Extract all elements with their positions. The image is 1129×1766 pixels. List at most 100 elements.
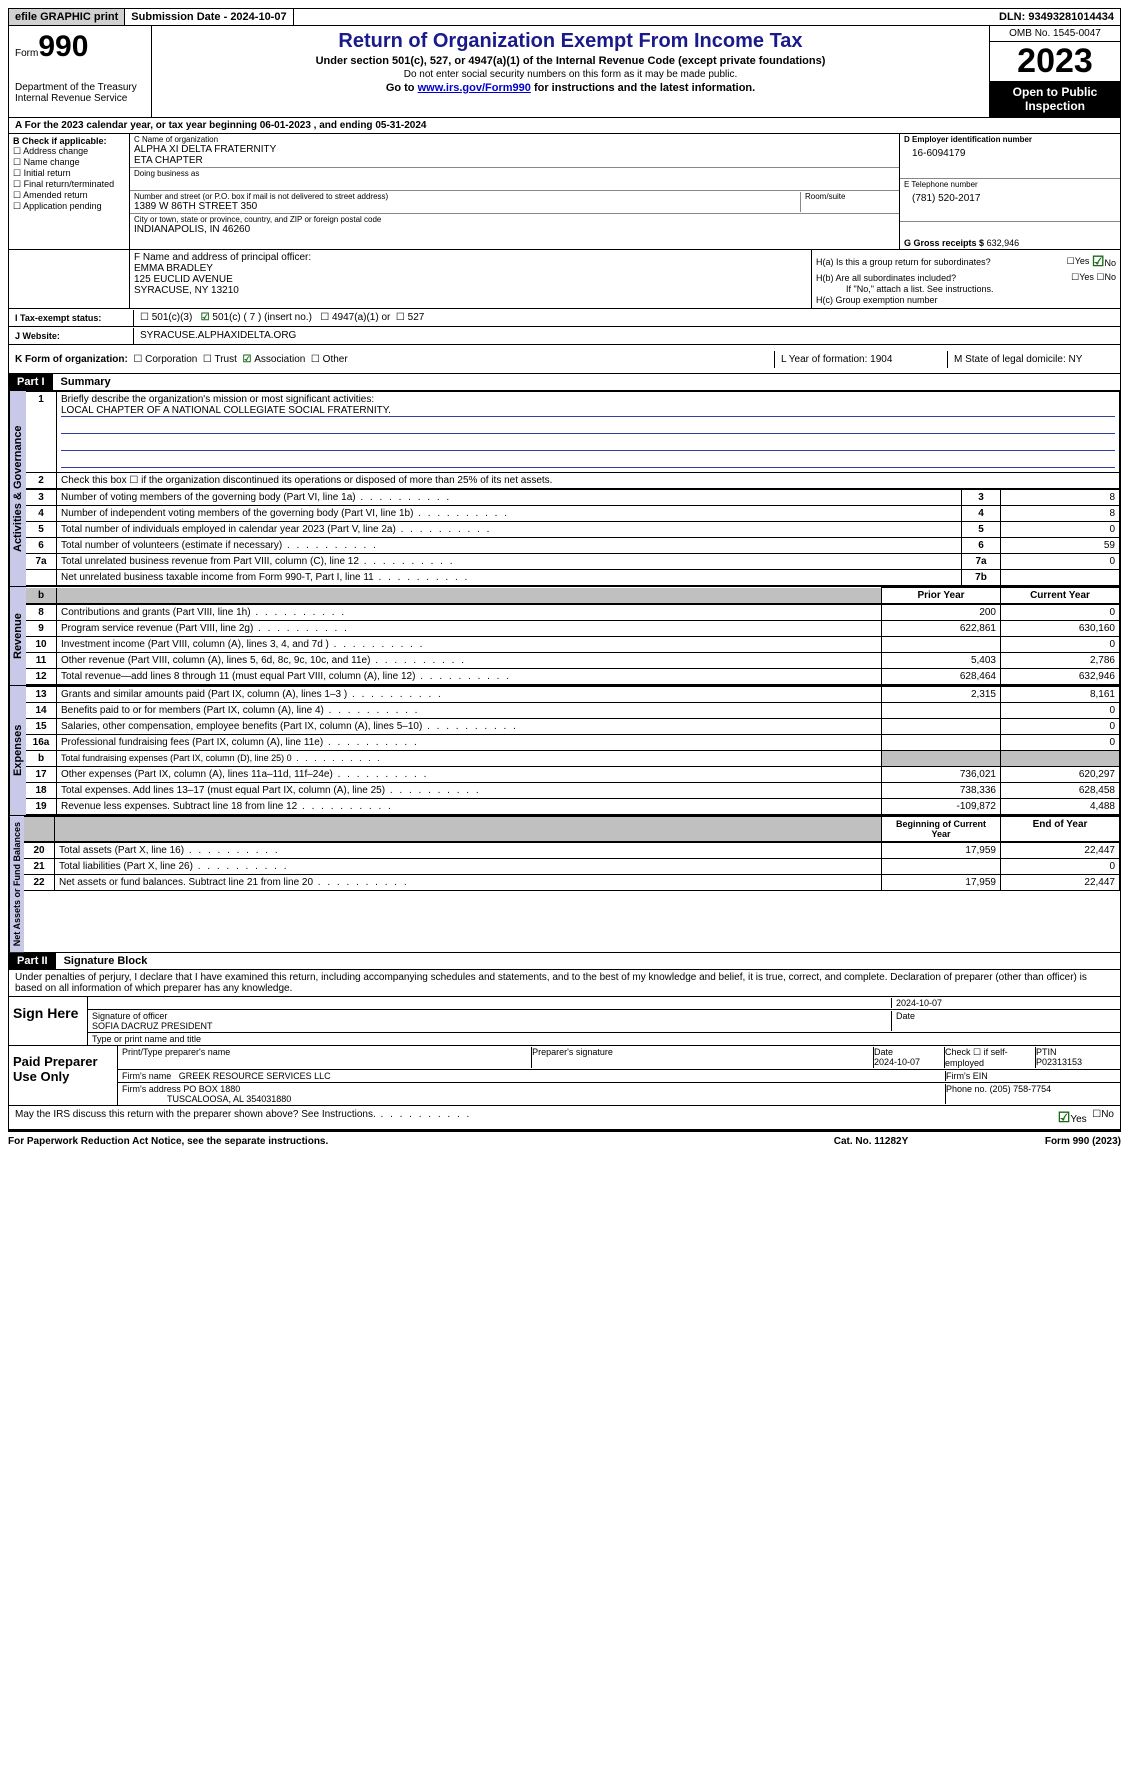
prep-date-value: 2024-10-07 [874,1057,920,1067]
form-prefix: Form [15,48,38,59]
section-b-label: B Check if applicable: [13,136,125,146]
chk-other[interactable]: Other [311,354,348,365]
section-c: C Name of organization ALPHA XI DELTA FR… [130,134,900,249]
officer-addr2: SYRACUSE, NY 13210 [134,285,807,296]
line2-discontinued: Check this box ☐ if the organization dis… [57,473,1120,489]
prep-name-label: Print/Type preparer's name [122,1047,532,1068]
gross-value: 632,946 [987,238,1020,248]
chk-trust[interactable]: Trust [203,354,237,365]
phone-label: E Telephone number [904,180,1116,189]
ein-value: 16-6094179 [904,144,1116,163]
ha-yes[interactable]: ☐Yes [1067,256,1090,267]
sign-date: 2024-10-07 [891,998,1116,1008]
chk-address-change[interactable]: Address change [13,146,125,157]
chk-final-return[interactable]: Final return/terminated [13,179,125,190]
section-a-tax-year: A For the 2023 calendar year, or tax yea… [8,118,1121,134]
hc-label: H(c) Group exemption number [816,295,938,305]
vtab-net: Net Assets or Fund Balances [9,816,24,952]
ha-label: H(a) Is this a group return for subordin… [816,257,1067,267]
efile-print-button[interactable]: efile GRAPHIC print [9,9,125,25]
department: Department of the Treasury Internal Reve… [15,82,145,104]
discuss-yes[interactable]: ☑Yes [1058,1109,1087,1126]
website-value: SYRACUSE.ALPHAXIDELTA.ORG [134,327,302,344]
prep-selfemp[interactable]: Check ☐ if self-employed [945,1047,1036,1068]
declaration: Under penalties of perjury, I declare th… [8,970,1121,997]
year-formation: L Year of formation: 1904 [774,351,947,368]
part2-title: Signature Block [56,953,156,969]
dln: DLN: 93493281014434 [993,9,1120,25]
firm-addr2: TUSCALOOSA, AL 354031880 [167,1094,291,1104]
chk-app-pending[interactable]: Application pending [13,201,125,212]
netassets-section: Net Assets or Fund Balances Beginning of… [8,816,1121,953]
section-deg: D Employer identification number 16-6094… [900,134,1120,249]
firm-name-label: Firm's name [122,1071,171,1081]
officer-group-block: F Name and address of principal officer:… [8,250,1121,309]
hb-no[interactable]: ☐No [1096,272,1116,283]
hb-yes[interactable]: ☐Yes [1071,272,1094,283]
form-number: 990 [38,30,88,63]
tax-status-label: I Tax-exempt status: [9,310,134,326]
dba-label: Doing business as [134,169,895,178]
prep-sig-label: Preparer's signature [532,1047,874,1068]
state-domicile: M State of legal domicile: NY [947,351,1120,368]
discuss-no[interactable]: ☐No [1092,1109,1114,1126]
website-row: J Website: SYRACUSE.ALPHAXIDELTA.ORG [8,327,1121,345]
footer-left: For Paperwork Reduction Act Notice, see … [8,1136,771,1147]
chk-assoc[interactable]: Association [242,354,305,365]
part2-badge: Part II [9,953,56,969]
ein-label: D Employer identification number [904,135,1116,144]
goto-suffix: for instructions and the latest informat… [531,82,755,94]
chk-527[interactable]: 527 [396,312,424,323]
governance-section: Activities & Governance 1 Briefly descri… [8,391,1121,587]
paid-prep-label: Paid Preparer Use Only [9,1046,118,1105]
k-label: K Form of organization: [15,354,128,365]
hdr-prior: Prior Year [882,588,1001,604]
gross-label: G Gross receipts $ [904,238,984,248]
form-subtitle-1: Under section 501(c), 527, or 4947(a)(1)… [158,53,983,69]
firm-addr1: PO BOX 1880 [183,1084,240,1094]
irs-link[interactable]: www.irs.gov/Form990 [418,82,531,94]
hdr-beginning: Beginning of Current Year [882,817,1001,842]
form-of-org-row: K Form of organization: Corporation Trus… [8,345,1121,374]
part1-title: Summary [53,374,119,390]
vtab-governance: Activities & Governance [9,391,26,586]
chk-corp[interactable]: Corporation [133,354,197,365]
firm-name: GREEK RESOURCE SERVICES LLC [179,1071,331,1081]
section-h: H(a) Is this a group return for subordin… [812,250,1120,308]
sign-block: Sign Here 2024-10-07 Signature of office… [8,997,1121,1046]
discuss-row: May the IRS discuss this return with the… [8,1106,1121,1130]
paid-preparer-block: Paid Preparer Use Only Print/Type prepar… [8,1046,1121,1106]
expenses-section: Expenses 13Grants and similar amounts pa… [8,686,1121,816]
chk-initial-return[interactable]: Initial return [13,168,125,179]
city-label: City or town, state or province, country… [134,215,895,224]
ptin-value: P02313153 [1036,1057,1082,1067]
chk-501c[interactable]: 501(c) ( 7 ) (insert no.) [201,312,312,323]
omb-number: OMB No. 1545-0047 [990,26,1120,42]
prep-date-label: Date [874,1047,893,1057]
topbar: efile GRAPHIC print Submission Date - 20… [8,8,1121,26]
page-footer: For Paperwork Reduction Act Notice, see … [8,1130,1121,1147]
submission-date: Submission Date - 2024-10-07 [125,9,293,25]
form-title: Return of Organization Exempt From Incom… [158,30,983,53]
ha-no[interactable]: ☑No [1092,253,1116,270]
street-value: 1389 W 86TH STREET 350 [134,201,800,212]
open-inspection: Open to Public Inspection [990,81,1120,117]
sign-here-label: Sign Here [9,997,88,1045]
chk-amended[interactable]: Amended return [13,190,125,201]
hdr-current: Current Year [1001,588,1120,604]
part1-badge: Part I [9,374,53,390]
sig-officer-name: SOFIA DACRUZ PRESIDENT [92,1021,891,1031]
vtab-expenses: Expenses [9,686,26,815]
mission-value: LOCAL CHAPTER OF A NATIONAL COLLEGIATE S… [61,405,1115,417]
tax-status-row: I Tax-exempt status: 501(c)(3) 501(c) ( … [8,309,1121,327]
chk-name-change[interactable]: Name change [13,157,125,168]
chk-4947[interactable]: 4947(a)(1) or [320,312,390,323]
officer-name: EMMA BRADLEY [134,263,807,274]
mission-label: Briefly describe the organization's miss… [61,394,374,405]
revenue-section: Revenue b Prior Year Current Year 8Contr… [8,587,1121,686]
chk-501c3[interactable]: 501(c)(3) [140,312,192,323]
firm-phone: (205) 758-7754 [990,1084,1052,1094]
firm-phone-label: Phone no. [946,1084,987,1094]
goto-prefix: Go to [386,82,418,94]
section-b: B Check if applicable: Address change Na… [9,134,130,249]
